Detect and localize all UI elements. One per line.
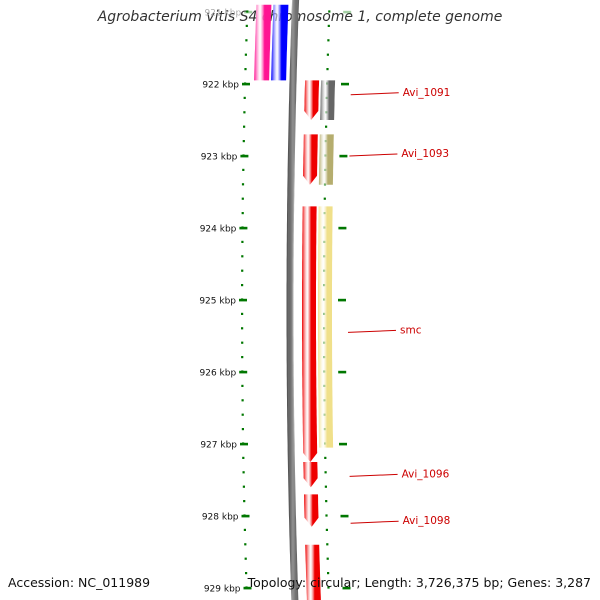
gene-label: Avi_1096: [402, 468, 450, 480]
ruler-major-tick: [239, 226, 248, 230]
ruler-tick-label: 925 kbp: [199, 297, 236, 307]
ruler-major-tick: [244, 10, 253, 14]
label-leader-line: [350, 520, 399, 524]
ruler-tick-label: 921 kbp: [205, 9, 242, 19]
ruler-outer-tick: [339, 154, 348, 158]
ruler-tick-label: 922 kbp: [202, 81, 239, 91]
ruler-major-tick: [240, 154, 249, 158]
ruler-tick-label: 923 kbp: [201, 153, 238, 163]
ruler-major-tick: [242, 82, 250, 86]
gene-cds-feature: [318, 134, 334, 185]
gene-pink-feature: [254, 4, 272, 81]
gene-label: Avi_1091: [403, 87, 451, 99]
gene-red-feature: [305, 544, 321, 600]
genome-title: Agrobacterium vitis S4 chromosome 1, com…: [97, 9, 503, 25]
gene-cds-feature: [320, 80, 336, 120]
ruler-tick-label: 928 kbp: [202, 513, 239, 523]
ruler-outer-tick: [338, 298, 346, 302]
label-leader-line: [349, 153, 398, 157]
ruler-tick-label: 929 kbp: [204, 585, 241, 595]
ruler-tick-label: 924 kbp: [200, 225, 237, 235]
label-leader-line: [350, 92, 399, 96]
ruler-outer-tick: [343, 10, 352, 14]
ruler-tick-label: 927 kbp: [200, 441, 237, 451]
gene-red-feature: [303, 462, 318, 488]
gene-red-feature: [303, 134, 318, 185]
gene-blue-feature: [271, 4, 289, 81]
ruler-outer-tick: [342, 586, 351, 590]
gene-red-feature: [304, 80, 320, 120]
gene-red-feature: [302, 206, 318, 462]
topology-text: Topology: circular; Length: 3,726,375 bp…: [247, 575, 591, 590]
gene-red-feature: [304, 494, 319, 527]
ruler-outer-tick: [339, 442, 347, 446]
label-leader-line: [347, 329, 397, 333]
accession-text: Accession: NC_011989: [8, 575, 151, 590]
genome-backbone-core: [287, 0, 299, 600]
ruler-major-tick: [239, 298, 247, 302]
ruler-outer-tick: [341, 82, 349, 86]
ruler-outer-tick: [340, 514, 349, 518]
gene-label: Avi_1098: [403, 515, 451, 527]
ruler-outer-tick: [338, 370, 347, 374]
ruler-tick-label: 926 kbp: [200, 369, 237, 379]
ruler-major-tick: [243, 586, 252, 590]
ruler-major-tick: [239, 370, 248, 374]
gene-cds-feature: [318, 206, 334, 448]
gene-label: Avi_1093: [401, 148, 449, 160]
ruler-outer-tick: [338, 226, 347, 230]
ruler-major-tick: [241, 514, 250, 518]
gene-label: smc: [400, 324, 422, 336]
label-leader-line: [349, 473, 398, 477]
inner-ruler-dots: [241, 10, 249, 589]
ruler-major-tick: [240, 442, 248, 446]
